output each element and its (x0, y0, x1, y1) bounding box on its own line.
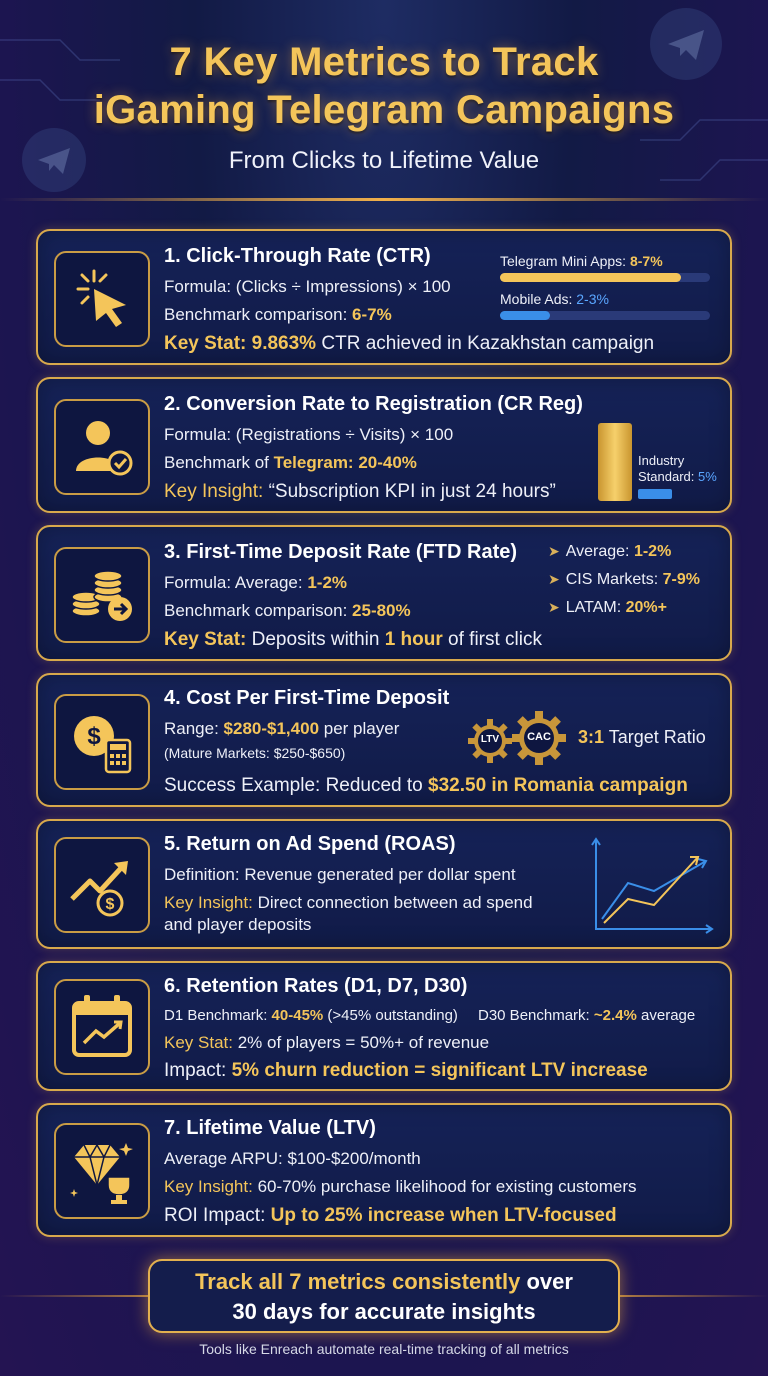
telegram-logo-icon (22, 128, 86, 192)
chevron-right-icon: ➤ (548, 543, 560, 559)
benchmark-text: D1 Benchmark: 40-45% (>45% outstanding) (164, 1007, 458, 1024)
formula-text: Formula: Average: 1-2% (164, 573, 348, 592)
metric-card-retention: 6. Retention Rates (D1, D7, D30) D1 Benc… (36, 961, 732, 1091)
definition-text: Definition: Revenue generated per dollar… (164, 865, 516, 884)
calendar-trend-icon (54, 979, 150, 1075)
comparison-bar-label: Telegram Mini Apps: 8-7% (500, 253, 663, 269)
card-title: 5. Return on Ad Spend (ROAS) (164, 833, 456, 855)
benchmark-text: Benchmark of Telegram: 20-40% (164, 453, 417, 472)
growth-dollar-icon: $ (54, 837, 150, 933)
key-insight-text: Key Insight: 60-70% purchase likelihood … (164, 1177, 637, 1196)
card-title: 3. First-Time Deposit Rate (FTD Rate) (164, 541, 518, 563)
coin-stack-icon (54, 547, 150, 643)
industry-label: Industry Standard: 5% (638, 453, 717, 484)
arpu-text: Average ARPU: $100-$200/month (164, 1149, 421, 1168)
svg-text:$: $ (106, 896, 115, 913)
success-example-text: Success Example: Reduced to $32.50 in Ro… (164, 775, 688, 796)
key-insight-text: Key Insight: “Subscription KPI in just 2… (164, 481, 556, 502)
comparison-bar (500, 311, 710, 320)
formula-text: Formula: (Clicks ÷ Impressions) × 100 (164, 277, 451, 296)
key-insight-text-continued: and player deposits (164, 915, 312, 934)
circuit-lines-decoration (0, 39, 768, 181)
comparison-bar (500, 273, 710, 282)
d30-benchmark-text: D30 Benchmark: ~2.4% average (478, 1007, 696, 1024)
footnote-text: Tools like Enreach automate real-time tr… (199, 1341, 569, 1357)
metric-card-ftd: 3. First-Time Deposit Rate (FTD Rate) Fo… (36, 525, 732, 661)
gear-label: CAC (527, 731, 551, 743)
target-ratio-text: 3:1 Target Ratio (578, 727, 706, 747)
user-check-icon (54, 399, 150, 495)
card-title: 1. Click-Through Rate (CTR) (164, 245, 431, 267)
market-list-item: ➤ Average: 1-2% (548, 543, 672, 560)
metric-card-ctr: 1. Click-Through Rate (CTR) Formula: (Cl… (36, 229, 732, 365)
comparison-bar-fill (500, 311, 551, 320)
key-stat-text: Key Stat: 2% of players = 50%+ of revenu… (164, 1033, 490, 1052)
divider (0, 198, 768, 201)
page-title-line1: 7 Key Metrics to Track (169, 40, 599, 84)
ltv-gear-icon: LTV (468, 719, 512, 763)
market-list-item: ➤ LATAM: 20%+ (548, 599, 667, 616)
metric-card-ltv: 7. Lifetime Value (LTV) Average ARPU: $1… (36, 1103, 732, 1237)
metric-card-cr-reg: 2. Conversion Rate to Registration (CR R… (36, 377, 732, 513)
metric-card-cost-per-ftd: $ 4. Cost Per First-Time Deposit Range: … (36, 673, 732, 807)
dollar-calculator-icon: $ (54, 694, 150, 790)
cac-gear-icon: CAC (512, 711, 566, 765)
benchmark-text: Benchmark comparison: 25-80% (164, 601, 411, 620)
card-title: 7. Lifetime Value (LTV) (164, 1117, 376, 1139)
roi-impact-text: ROI Impact: Up to 25% increase when LTV-… (164, 1205, 617, 1226)
call-to-action-banner: Track all 7 metrics consistently over 30… (148, 1259, 620, 1333)
card-title: 6. Retention Rates (D1, D7, D30) (164, 975, 468, 997)
telegram-bar (598, 423, 632, 501)
metric-card-roas: $ 5. Return on Ad Spend (ROAS) Definitio… (36, 819, 732, 949)
cta-line2: 30 days for accurate insights (232, 1299, 536, 1324)
telegram-logo-icon (650, 8, 722, 80)
comparison-bar-label: Mobile Ads: 2-3% (500, 291, 609, 307)
cursor-click-icon (54, 251, 150, 347)
key-stat-text: Key Stat: Deposits within 1 hour of firs… (164, 629, 542, 650)
page-subtitle: From Clicks to Lifetime Value (228, 147, 540, 174)
svg-text:$: $ (87, 723, 101, 750)
cta-line1: Track all 7 metrics consistently over (195, 1269, 573, 1294)
impact-text: Impact: 5% churn reduction = significant… (164, 1060, 648, 1081)
key-insight-text: Key Insight: Direct connection between a… (164, 893, 533, 912)
page-title-line2: iGaming Telegram Campaigns (93, 88, 675, 132)
card-title: 4. Cost Per First-Time Deposit (164, 687, 450, 709)
roas-trend-chart (591, 837, 714, 934)
diamond-trophy-icon (54, 1123, 150, 1219)
formula-text: Formula: (Registrations ÷ Visits) × 100 (164, 425, 454, 444)
gear-label: LTV (480, 734, 500, 745)
card-title: 2. Conversion Rate to Registration (CR R… (164, 393, 583, 415)
hero-header: 7 Key Metrics to Track iGaming Telegram … (0, 0, 768, 205)
industry-bar (638, 489, 672, 499)
benchmark-text: Benchmark comparison: 6-7% (164, 305, 392, 324)
mature-markets-text: (Mature Markets: $250-$650) (164, 745, 346, 761)
comparison-bar-fill (500, 273, 681, 282)
range-text: Range: $280-$1,400 per player (164, 719, 400, 738)
key-stat-text: Key Stat: 9.863% CTR achieved in Kazakhs… (164, 333, 655, 354)
market-list-item: ➤ CIS Markets: 7-9% (548, 571, 700, 588)
chevron-right-icon: ➤ (548, 599, 560, 615)
chevron-right-icon: ➤ (548, 571, 560, 587)
